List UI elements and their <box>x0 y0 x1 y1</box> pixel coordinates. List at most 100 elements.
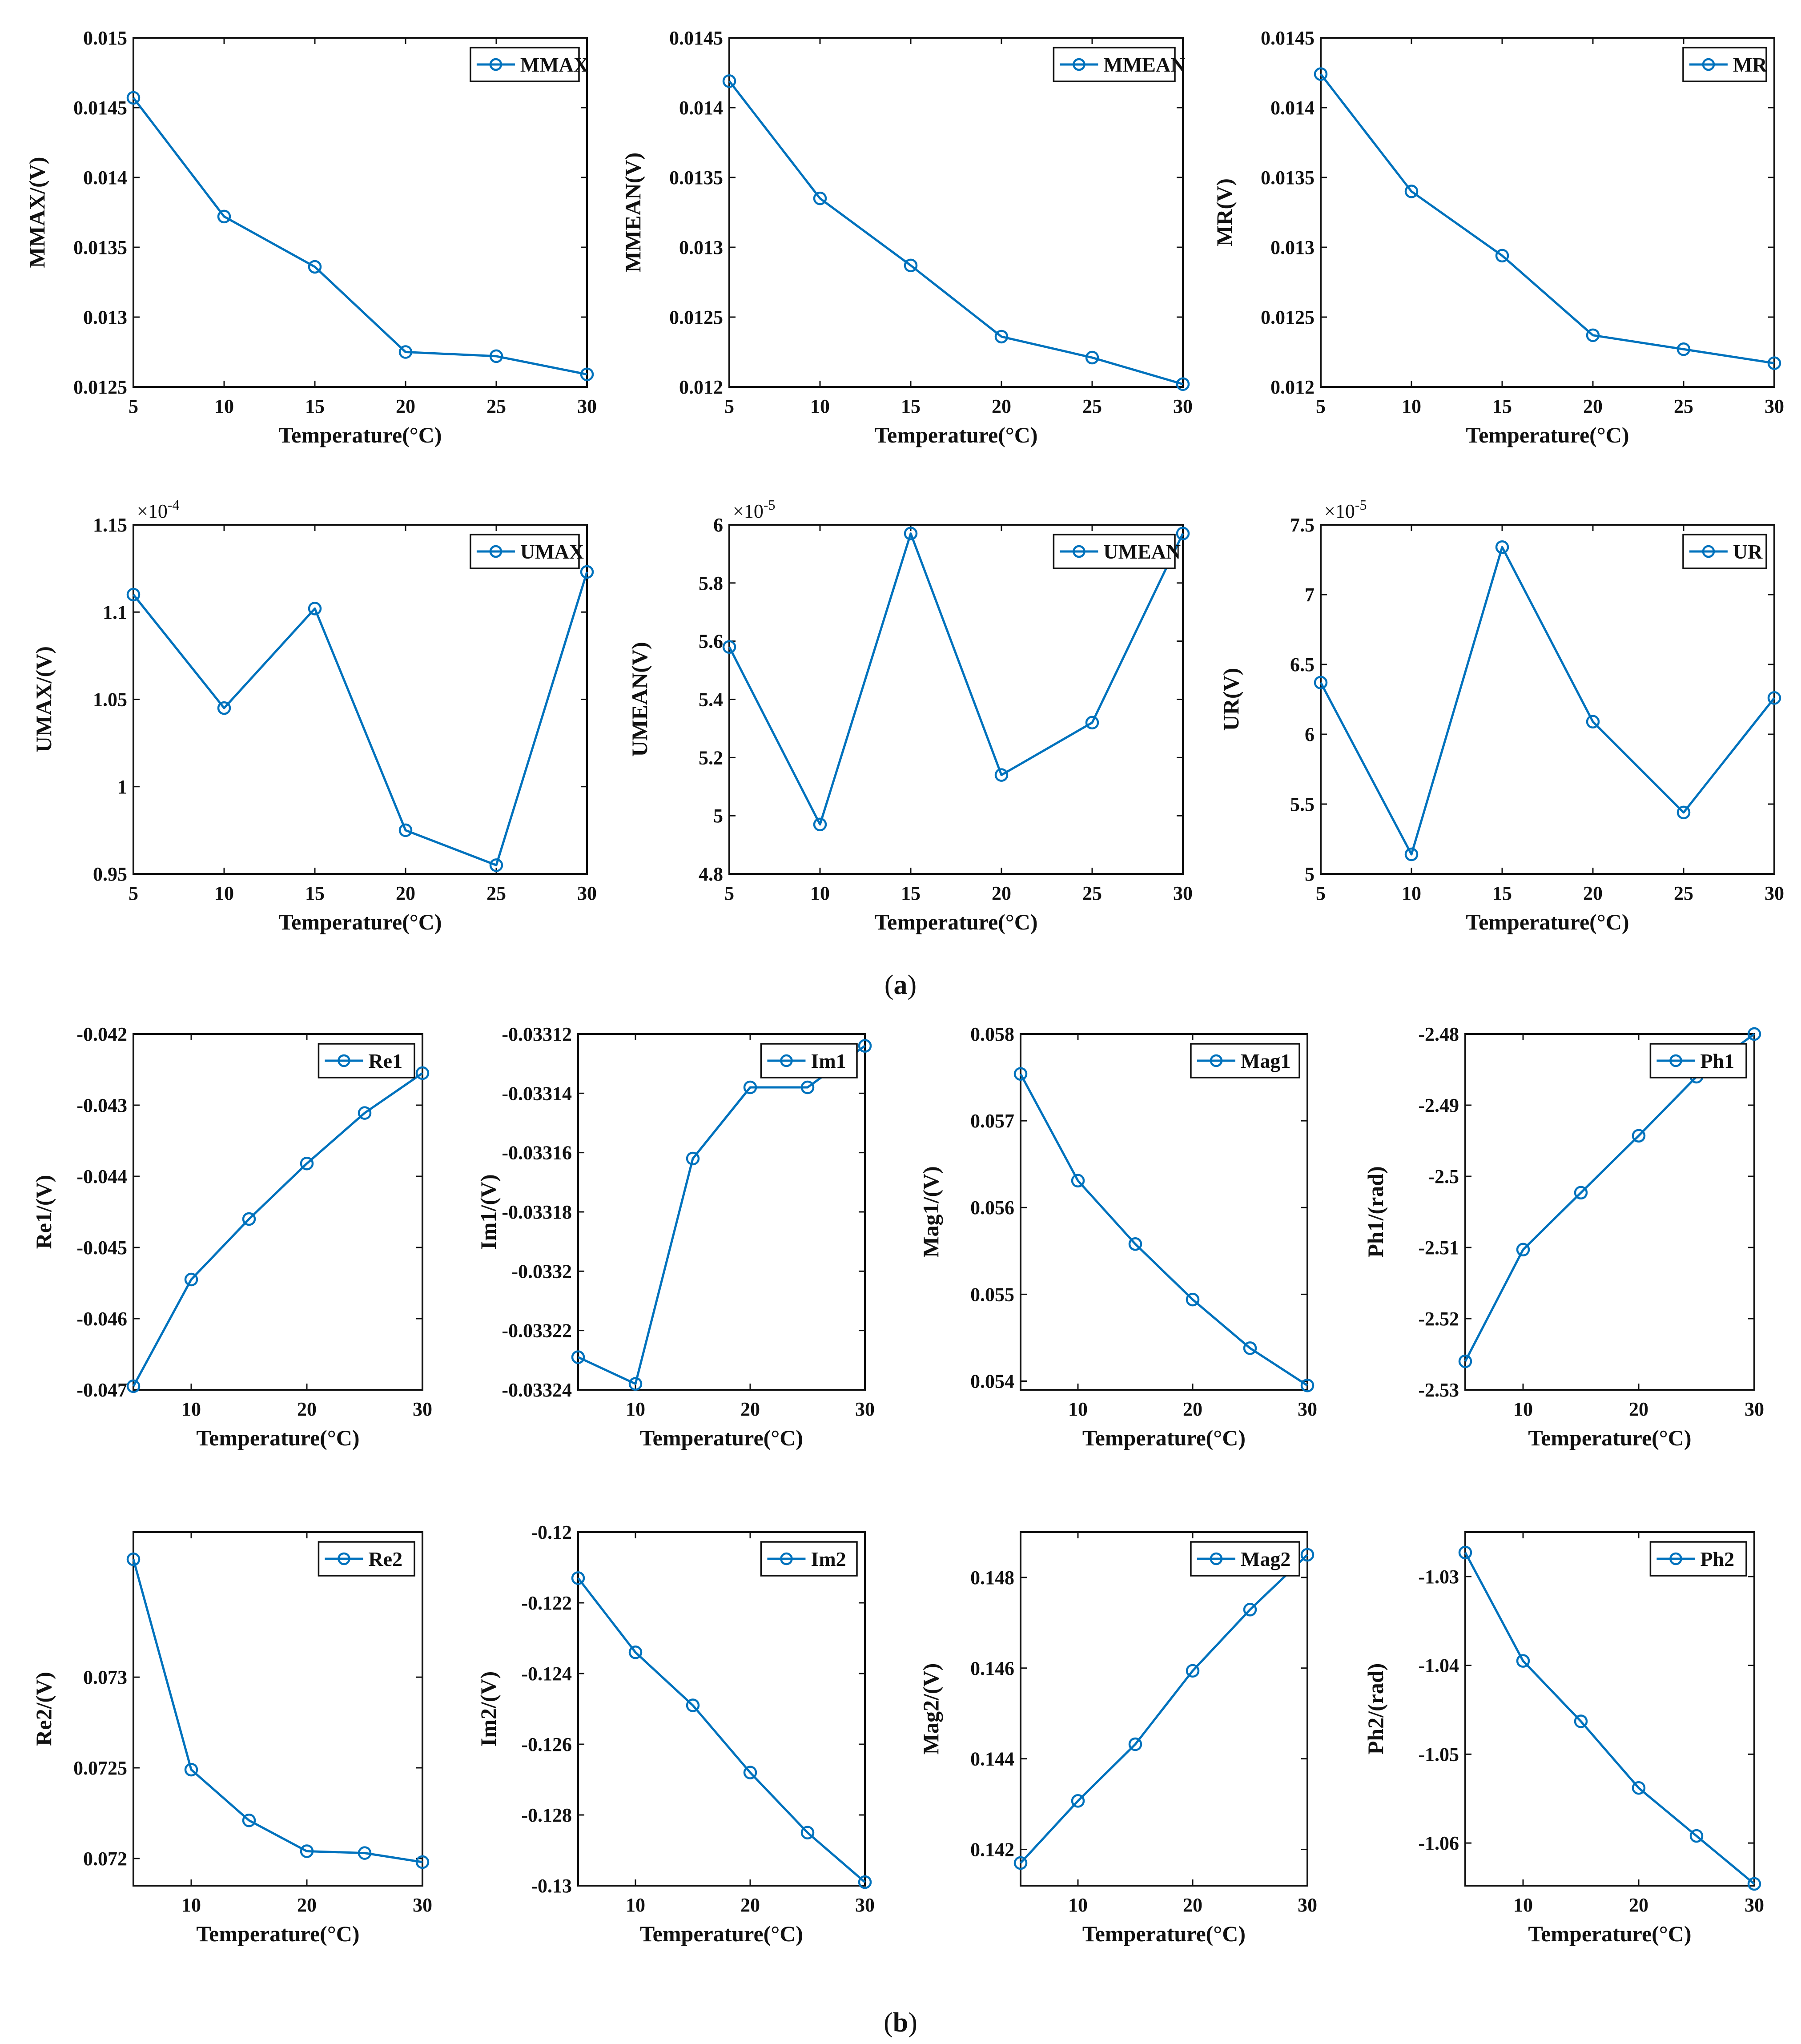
y-tick-label: 0.015 <box>83 27 127 49</box>
y-tick-label: 0.014 <box>679 97 723 119</box>
legend-label: UMEAN <box>1103 540 1181 563</box>
y-tick-label: -0.047 <box>76 1379 127 1401</box>
y-tick-label: -0.03312 <box>502 1023 572 1045</box>
legend-label: Ph2 <box>1700 1548 1734 1570</box>
y-tick-label: 5 <box>1305 863 1315 885</box>
x-tick-label: 30 <box>1298 1398 1317 1420</box>
y-tick-label: -1.05 <box>1418 1743 1459 1765</box>
data-point <box>1574 1186 1588 1200</box>
y-axis-label: Mag2/(V) <box>918 1663 943 1755</box>
y-tick-label: 0.148 <box>970 1567 1014 1589</box>
y-tick-label: 0.013 <box>83 306 127 328</box>
x-axis-label: Temperature(°C) <box>1082 1425 1246 1450</box>
data-point <box>217 701 231 715</box>
data-point <box>1676 342 1691 356</box>
y-tick-label: -0.03316 <box>502 1142 572 1164</box>
chart-panel-ph2: 10 20 30 -1.06 -1.05 -1.04 -1.03 Temperature(°C… <box>1363 1531 1764 1946</box>
chart-panel-ur: 5 10 15 20 25 30 5 5.5 6 6.5 7 7.5 Temperature(°C) UR… <box>1218 497 1784 934</box>
x-tick-label: 10 <box>214 882 234 904</box>
data-point <box>1689 1829 1704 1843</box>
data-point <box>686 1151 700 1166</box>
y-tick-label: -2.48 <box>1418 1023 1459 1045</box>
plot-area <box>1020 1531 1308 1887</box>
legend: UR <box>1682 534 1767 569</box>
chart-panel-ph1: 10 20 30 -2.53 -2.52 -2.51 -2.5 -2.49 -2.48 Tempe… <box>1363 1023 1764 1450</box>
x-tick-label: 10 <box>810 395 830 417</box>
y-tick-label: -0.046 <box>76 1308 127 1330</box>
data-point <box>126 1379 141 1393</box>
y-tick-label: 0.054 <box>970 1370 1014 1392</box>
series-line <box>1464 1552 1755 1885</box>
data-point <box>1495 540 1509 554</box>
y-tick-label: 0.142 <box>970 1839 1014 1860</box>
data-point <box>580 565 594 579</box>
plot-area <box>577 1033 866 1391</box>
data-point <box>300 1844 314 1858</box>
x-tick-label: 15 <box>305 882 325 904</box>
data-point <box>743 1766 757 1779</box>
x-tick-label: 20 <box>992 395 1011 417</box>
series-line <box>133 571 588 866</box>
data-point <box>308 260 322 274</box>
plot-area <box>133 524 588 875</box>
series-line <box>728 532 1184 826</box>
y-tick-label: 7 <box>1305 584 1315 606</box>
y-tick-label: -0.042 <box>76 1023 127 1045</box>
y-tick-label: -0.124 <box>521 1663 572 1685</box>
data-point <box>1071 1174 1085 1188</box>
y-tick-label: -2.5 <box>1428 1166 1459 1187</box>
data-point <box>722 74 736 88</box>
y-tick-label: 5.2 <box>699 747 723 769</box>
data-point <box>1516 1243 1530 1257</box>
legend-marker-sample <box>780 1552 793 1565</box>
y-tick-label: 0.012 <box>1270 376 1315 398</box>
x-tick-label: 30 <box>1298 1894 1317 1916</box>
y-tick-label: 6 <box>1305 724 1315 745</box>
x-tick-label: 30 <box>1745 1894 1764 1916</box>
y-tick-label: -0.0332 <box>511 1260 572 1282</box>
y-tick-label: 0.95 <box>93 863 127 885</box>
x-tick-label: 10 <box>1513 1894 1533 1916</box>
data-point <box>1586 715 1600 728</box>
y-tick-label: -0.126 <box>521 1734 572 1755</box>
axis-exponent-power: -5 <box>1355 497 1367 513</box>
y-tick-label: 5 <box>713 805 723 827</box>
y-tick-label: 0.0135 <box>1261 167 1315 189</box>
legend: Im1 <box>760 1043 858 1078</box>
y-tick-label: 1.1 <box>103 601 127 623</box>
x-tick-label: 10 <box>1402 395 1421 417</box>
y-tick-label: 0.0125 <box>669 306 723 328</box>
data-point <box>126 587 141 602</box>
legend: Mag2 <box>1190 1541 1300 1577</box>
data-point <box>1747 1027 1761 1041</box>
axis-exponent-label: ×10-4 <box>137 497 179 522</box>
y-tick-label: 0.055 <box>970 1284 1014 1305</box>
x-axis-label: Temperature(°C) <box>196 1425 359 1450</box>
data-point <box>184 1272 198 1287</box>
x-tick-label: 20 <box>740 1894 760 1916</box>
chart-panel-mmax: 5 10 15 20 25 30 0.0125 0.013 0.0135 0.014 0.0145 0… <box>24 27 597 447</box>
x-axis-label: Temperature(°C) <box>196 1921 359 1946</box>
y-tick-label: 0.056 <box>970 1197 1014 1219</box>
y-axis-label: Ph2/(rad) <box>1363 1663 1388 1755</box>
data-point <box>858 1039 872 1053</box>
legend-marker-sample <box>489 545 503 558</box>
y-tick-label: 0.0135 <box>73 237 127 258</box>
x-axis-label: Temperature(°C) <box>1528 1425 1691 1450</box>
y-tick-label: 0.013 <box>679 237 723 258</box>
data-point <box>1747 1877 1761 1891</box>
y-tick-label: -2.52 <box>1418 1308 1459 1330</box>
data-point <box>1458 1545 1472 1560</box>
data-point <box>1186 1664 1200 1678</box>
data-point <box>1013 1856 1028 1870</box>
data-point <box>415 1855 430 1869</box>
x-tick-label: 20 <box>992 882 1011 904</box>
x-tick-label: 20 <box>1629 1894 1648 1916</box>
x-tick-label: 25 <box>1674 395 1693 417</box>
series-line <box>1319 546 1775 856</box>
series-line <box>728 80 1183 386</box>
x-tick-label: 20 <box>297 1398 317 1420</box>
y-axis-label: UMEAN(V) <box>627 642 652 756</box>
data-point <box>1013 1067 1028 1081</box>
chart-panel-umax: 5 10 15 20 25 30 0.95 1 1.05 1.1 1.15 Temperature(°… <box>31 497 597 934</box>
